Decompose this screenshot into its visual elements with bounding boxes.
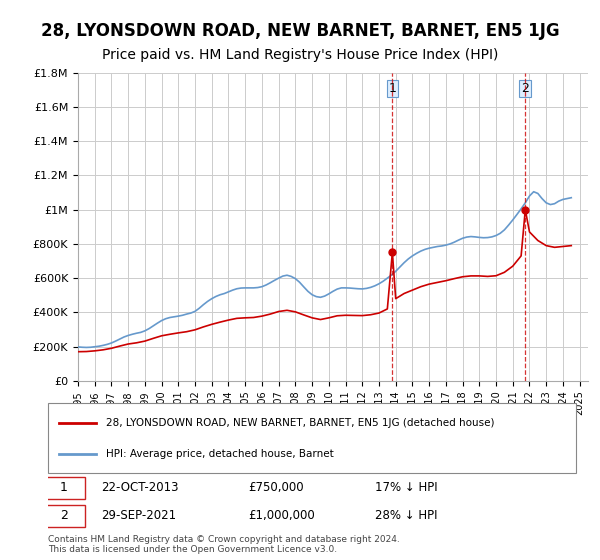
FancyBboxPatch shape bbox=[48, 403, 576, 473]
FancyBboxPatch shape bbox=[43, 505, 85, 527]
Text: 29-SEP-2021: 29-SEP-2021 bbox=[101, 509, 176, 522]
Text: 28, LYONSDOWN ROAD, NEW BARNET, BARNET, EN5 1JG (detached house): 28, LYONSDOWN ROAD, NEW BARNET, BARNET, … bbox=[106, 418, 494, 428]
Text: HPI: Average price, detached house, Barnet: HPI: Average price, detached house, Barn… bbox=[106, 449, 334, 459]
Text: 17% ↓ HPI: 17% ↓ HPI bbox=[376, 481, 438, 494]
Text: Contains HM Land Registry data © Crown copyright and database right 2024.
This d: Contains HM Land Registry data © Crown c… bbox=[48, 535, 400, 554]
Text: 2: 2 bbox=[60, 509, 68, 522]
Text: Price paid vs. HM Land Registry's House Price Index (HPI): Price paid vs. HM Land Registry's House … bbox=[102, 48, 498, 62]
FancyBboxPatch shape bbox=[43, 477, 85, 499]
Text: 28% ↓ HPI: 28% ↓ HPI bbox=[376, 509, 438, 522]
Text: 22-OCT-2013: 22-OCT-2013 bbox=[101, 481, 178, 494]
Text: £750,000: £750,000 bbox=[248, 481, 304, 494]
Text: 28, LYONSDOWN ROAD, NEW BARNET, BARNET, EN5 1JG: 28, LYONSDOWN ROAD, NEW BARNET, BARNET, … bbox=[41, 22, 559, 40]
Text: 2: 2 bbox=[521, 82, 529, 95]
Text: 1: 1 bbox=[388, 82, 396, 95]
Text: £1,000,000: £1,000,000 bbox=[248, 509, 316, 522]
Text: 1: 1 bbox=[60, 481, 68, 494]
